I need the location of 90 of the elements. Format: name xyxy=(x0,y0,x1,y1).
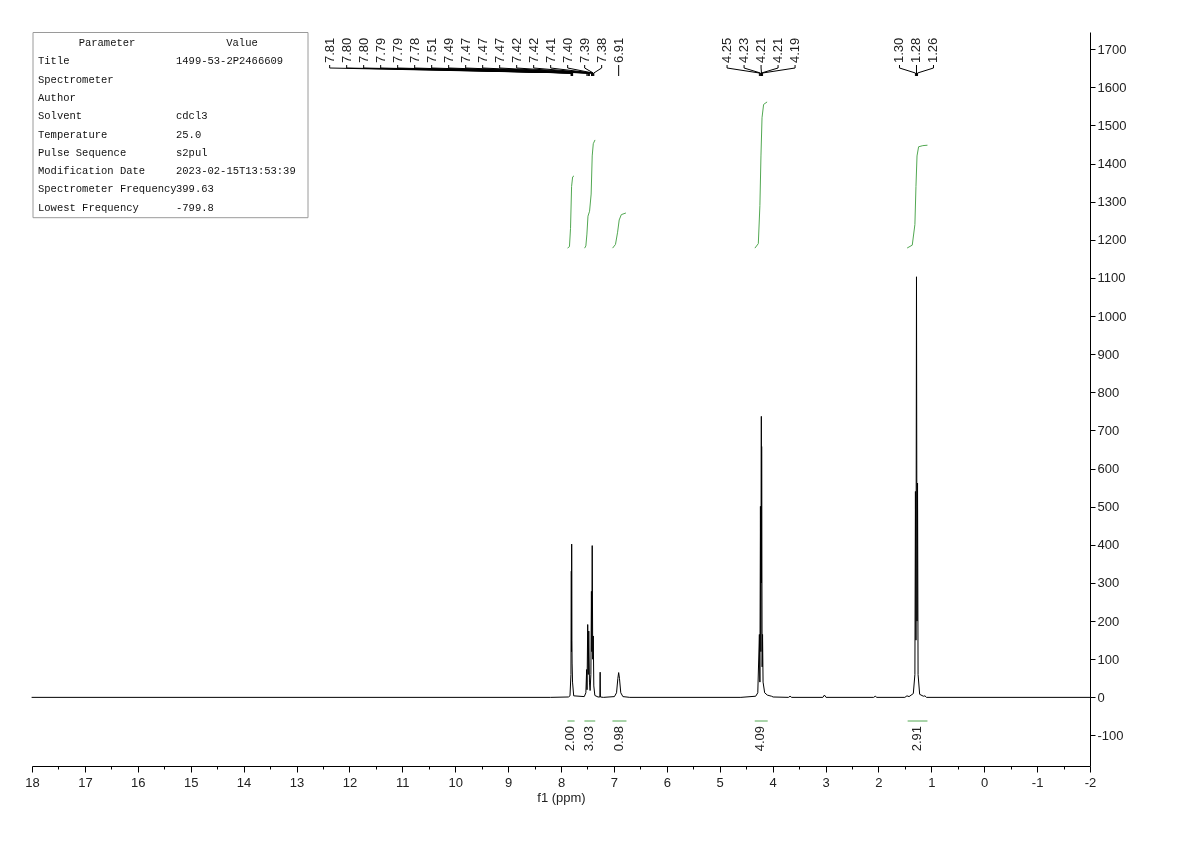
annotation: 7.42 xyxy=(525,37,541,63)
annotation: 7.41 xyxy=(542,37,558,63)
annotation: Spectrometer Frequency xyxy=(38,183,177,196)
annotation: 7.42 xyxy=(508,37,524,63)
annotation: Modification Date xyxy=(38,165,146,178)
annotation: Parameter xyxy=(78,37,136,49)
annotation: 7.80 xyxy=(355,37,371,63)
x-tick-label: 17 xyxy=(78,774,93,790)
x-tick-label: 6 xyxy=(663,774,671,790)
annotation: 7.47 xyxy=(457,37,473,63)
y-tick-label: 1400 xyxy=(1097,156,1127,172)
annotation: 7.39 xyxy=(576,37,592,63)
y-tick-label: 300 xyxy=(1097,575,1120,591)
annotation: 0.98 xyxy=(611,726,627,752)
y-tick-label: 1500 xyxy=(1097,117,1127,133)
y-tick-label: 800 xyxy=(1097,384,1120,400)
y-tick-label: 1000 xyxy=(1097,308,1127,324)
y-tick-label: 1300 xyxy=(1097,194,1127,210)
x-tick-label: 3 xyxy=(822,774,830,790)
x-tick-label: 0 xyxy=(981,774,989,790)
annotation: Solvent xyxy=(38,110,83,123)
annotation: 7.79 xyxy=(389,37,405,63)
x-tick-label: -1 xyxy=(1031,774,1044,790)
y-tick-label: 600 xyxy=(1097,461,1120,477)
x-tick-label: 7 xyxy=(610,774,619,790)
x-tick-label: 15 xyxy=(183,774,199,790)
x-tick-label: 4 xyxy=(769,774,777,790)
x-tick-label: 13 xyxy=(289,774,305,790)
x-tick-label: 2 xyxy=(875,774,883,790)
annotation: 4.21 xyxy=(770,37,786,63)
annotation: 7.49 xyxy=(440,37,456,63)
y-tick-label: 1700 xyxy=(1097,41,1127,57)
x-tick-label: 11 xyxy=(396,774,410,790)
x-tick-label: 1 xyxy=(928,774,936,790)
annotation: Author xyxy=(38,91,76,104)
annotation: Value xyxy=(226,37,258,49)
y-tick-label: -100 xyxy=(1097,728,1124,743)
x-tick-label: 8 xyxy=(557,774,566,790)
x-tick-label: 5 xyxy=(716,774,724,790)
y-tick-label: 400 xyxy=(1097,537,1120,553)
x-tick-label: 10 xyxy=(448,774,463,790)
annotation: 4.25 xyxy=(719,37,735,63)
x-tick-label: 14 xyxy=(236,774,252,790)
x-tick-label: -2 xyxy=(1084,774,1097,790)
y-tick-label: 700 xyxy=(1097,422,1120,438)
x-axis-title: f1 (ppm) xyxy=(537,789,586,805)
y-tick-label: 100 xyxy=(1097,651,1120,667)
annotation: 1.30 xyxy=(891,37,907,63)
y-tick-label: 1600 xyxy=(1097,79,1127,95)
annotation: Temperature xyxy=(38,128,108,141)
annotation: Lowest Frequency xyxy=(38,201,139,214)
annotation: 4.19 xyxy=(787,37,803,63)
x-tick-label: 16 xyxy=(131,774,146,790)
annotation: Title xyxy=(38,55,70,68)
annotation: 7.47 xyxy=(474,37,490,63)
annotation: 7.78 xyxy=(406,37,422,63)
annotation: 7.51 xyxy=(423,37,439,63)
annotation: 7.47 xyxy=(491,37,507,63)
y-tick-label: 1200 xyxy=(1097,232,1127,248)
annotation: 7.81 xyxy=(321,37,337,63)
annotation: Spectrometer xyxy=(38,73,114,86)
annotation: 1.26 xyxy=(925,37,941,63)
annotation: 2.00 xyxy=(561,726,577,752)
annotation: 7.38 xyxy=(593,37,609,63)
annotation: 2023-02-15T13:53:39 xyxy=(176,165,296,178)
annotation: 399.63 xyxy=(176,183,214,196)
y-tick-label: 900 xyxy=(1097,346,1120,362)
x-tick-label: 18 xyxy=(25,774,40,790)
annotation: cdcl3 xyxy=(176,110,208,123)
y-tick-label: 0 xyxy=(1097,689,1105,705)
annotation: -799.8 xyxy=(176,201,214,214)
annotation: 7.40 xyxy=(559,37,575,63)
annotation: 2.91 xyxy=(909,726,925,752)
x-tick-label: 9 xyxy=(504,774,513,790)
y-tick-label: 200 xyxy=(1097,613,1120,629)
annotation: 7.79 xyxy=(372,37,388,63)
annotation: s2pul xyxy=(176,146,208,159)
annotation: Pulse Sequence xyxy=(38,146,127,159)
y-tick-label: 500 xyxy=(1097,499,1120,515)
annotation: 7.80 xyxy=(338,37,354,63)
annotation: 25.0 xyxy=(176,128,202,141)
y-tick-label: 1100 xyxy=(1097,270,1126,286)
annotation: 6.91 xyxy=(610,37,626,63)
annotation: 1499-53-2P2466609 xyxy=(176,55,284,68)
annotation: 1.28 xyxy=(908,37,924,63)
annotation: 3.03 xyxy=(581,726,597,752)
annotation: 4.09 xyxy=(751,726,767,752)
annotation: 4.23 xyxy=(736,37,752,63)
x-tick-label: 12 xyxy=(342,774,358,790)
annotation: 4.21 xyxy=(753,37,769,63)
